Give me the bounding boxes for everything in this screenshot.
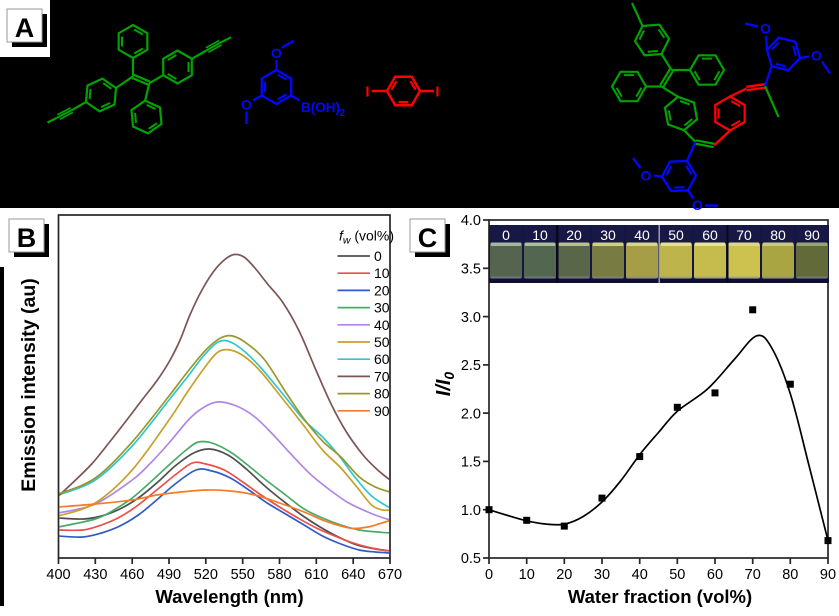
svg-text:0.5: 0.5 (461, 551, 481, 567)
svg-text:80: 80 (770, 227, 786, 243)
svg-text:60: 60 (702, 227, 718, 243)
svg-text:O: O (241, 97, 252, 113)
svg-text:Water fraction (vol%): Water fraction (vol%) (568, 586, 752, 607)
svg-text:550: 550 (231, 567, 255, 583)
svg-text:I: I (435, 84, 439, 101)
svg-text:30: 30 (374, 300, 390, 316)
svg-text:430: 430 (83, 567, 107, 583)
svg-text:640: 640 (341, 567, 365, 583)
svg-text:40: 40 (374, 317, 390, 333)
svg-text:3.0: 3.0 (461, 310, 481, 326)
svg-text:O: O (641, 168, 652, 184)
svg-text:20: 20 (374, 282, 390, 298)
svg-text:A: A (15, 13, 35, 43)
svg-text:90: 90 (820, 567, 836, 583)
svg-text:90: 90 (374, 403, 390, 419)
svg-text:490: 490 (157, 567, 181, 583)
svg-text:70: 70 (374, 368, 390, 384)
svg-text:40: 40 (634, 227, 650, 243)
svg-text:O: O (271, 45, 282, 61)
svg-text:80: 80 (782, 567, 798, 583)
svg-text:O: O (760, 21, 771, 37)
svg-text:580: 580 (267, 567, 291, 583)
svg-text:30: 30 (594, 567, 610, 583)
svg-text:60: 60 (374, 351, 390, 367)
svg-text:10: 10 (532, 227, 548, 243)
svg-text:70: 70 (745, 567, 761, 583)
svg-text:20: 20 (566, 227, 582, 243)
svg-text:670: 670 (378, 567, 402, 583)
svg-text:0: 0 (485, 567, 493, 583)
svg-text:90: 90 (804, 227, 820, 243)
svg-text:50: 50 (668, 227, 684, 243)
svg-text:2: 2 (340, 108, 346, 119)
svg-text:10: 10 (519, 567, 535, 583)
svg-text:50: 50 (669, 567, 685, 583)
svg-text:50: 50 (374, 334, 390, 350)
svg-text:70: 70 (736, 227, 752, 243)
svg-text:0: 0 (374, 248, 382, 264)
svg-text:20: 20 (556, 567, 572, 583)
svg-text:10: 10 (374, 265, 390, 281)
svg-text:40: 40 (632, 567, 648, 583)
svg-text:I: I (365, 84, 369, 101)
svg-text:B: B (17, 223, 37, 253)
svg-text:B(OH): B(OH) (301, 100, 340, 115)
svg-text:0: 0 (502, 227, 510, 243)
svg-text:2.5: 2.5 (461, 358, 481, 374)
svg-text:610: 610 (304, 567, 328, 583)
svg-text:Wavelength (nm): Wavelength (nm) (155, 586, 303, 607)
svg-text:1.0: 1.0 (461, 503, 481, 519)
svg-text:O: O (811, 48, 822, 64)
svg-text:4.0: 4.0 (461, 213, 481, 229)
svg-text:60: 60 (707, 567, 723, 583)
svg-text:1.5: 1.5 (461, 455, 481, 471)
svg-text:80: 80 (374, 386, 390, 402)
svg-text:3.5: 3.5 (461, 262, 481, 278)
svg-text:O: O (692, 197, 703, 213)
svg-text:30: 30 (600, 227, 616, 243)
svg-text:460: 460 (120, 567, 144, 583)
svg-text:400: 400 (46, 567, 70, 583)
svg-text:2.0: 2.0 (461, 406, 481, 422)
svg-text:Emission intensity (au): Emission intensity (au) (18, 278, 40, 491)
svg-text:C: C (418, 223, 438, 253)
svg-text:520: 520 (194, 567, 218, 583)
